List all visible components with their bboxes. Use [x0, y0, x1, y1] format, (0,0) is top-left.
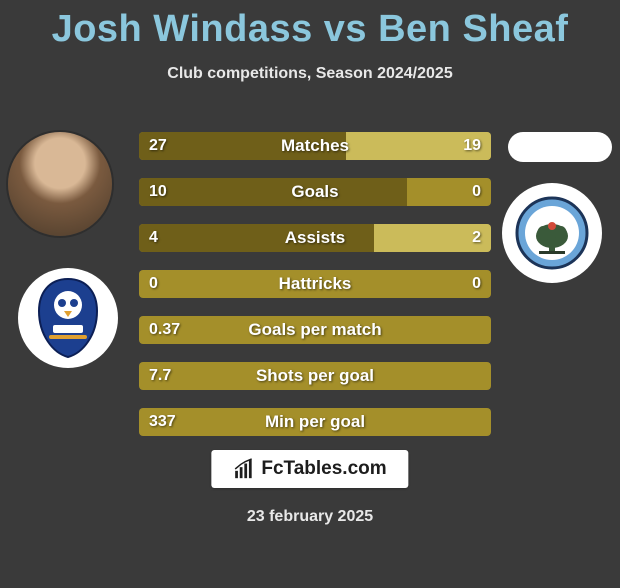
stat-row: 0.37Goals per match: [139, 316, 491, 344]
subtitle: Club competitions, Season 2024/2025: [0, 65, 620, 83]
bar-fill-left: [139, 178, 407, 206]
player-right-avatar: [508, 132, 612, 162]
branding-badge: FcTables.com: [211, 450, 408, 488]
stat-label: Shots per goal: [139, 362, 491, 390]
stat-row: 42Assists: [139, 224, 491, 252]
stat-value-right: 0: [472, 178, 481, 206]
stat-row: 100Goals: [139, 178, 491, 206]
chart-icon: [233, 458, 255, 480]
stat-value-left: 0: [149, 270, 158, 298]
owl-crest-icon: [35, 277, 101, 359]
stat-value-left: 7.7: [149, 362, 171, 390]
stat-value-left: 27: [149, 132, 167, 160]
elephant-crest-icon: [515, 196, 589, 270]
stat-value-right: 19: [463, 132, 481, 160]
player-left-avatar: [8, 132, 112, 236]
stat-label: Goals per match: [139, 316, 491, 344]
stat-value-left: 10: [149, 178, 167, 206]
stat-value-right: 0: [472, 270, 481, 298]
bar-fill-left: [139, 224, 374, 252]
stat-value-right: 2: [472, 224, 481, 252]
date-text: 23 february 2025: [0, 508, 620, 526]
branding-text: FcTables.com: [261, 458, 386, 480]
stat-label: Hattricks: [139, 270, 491, 298]
stat-value-left: 4: [149, 224, 158, 252]
stat-label: Min per goal: [139, 408, 491, 436]
stats-bars: 2719Matches100Goals42Assists00Hattricks0…: [139, 132, 491, 454]
stat-row: 7.7Shots per goal: [139, 362, 491, 390]
stat-value-left: 0.37: [149, 316, 180, 344]
stat-row: 0 0Hattricks: [139, 270, 491, 298]
bar-fill-left: [139, 132, 346, 160]
stat-value-left: 337: [149, 408, 176, 436]
club-crest-left: [18, 268, 118, 368]
page-title: Josh Windass vs Ben Sheaf: [0, 8, 620, 51]
stat-row: 2719Matches: [139, 132, 491, 160]
club-crest-right: [502, 183, 602, 283]
stat-row: 337Min per goal: [139, 408, 491, 436]
